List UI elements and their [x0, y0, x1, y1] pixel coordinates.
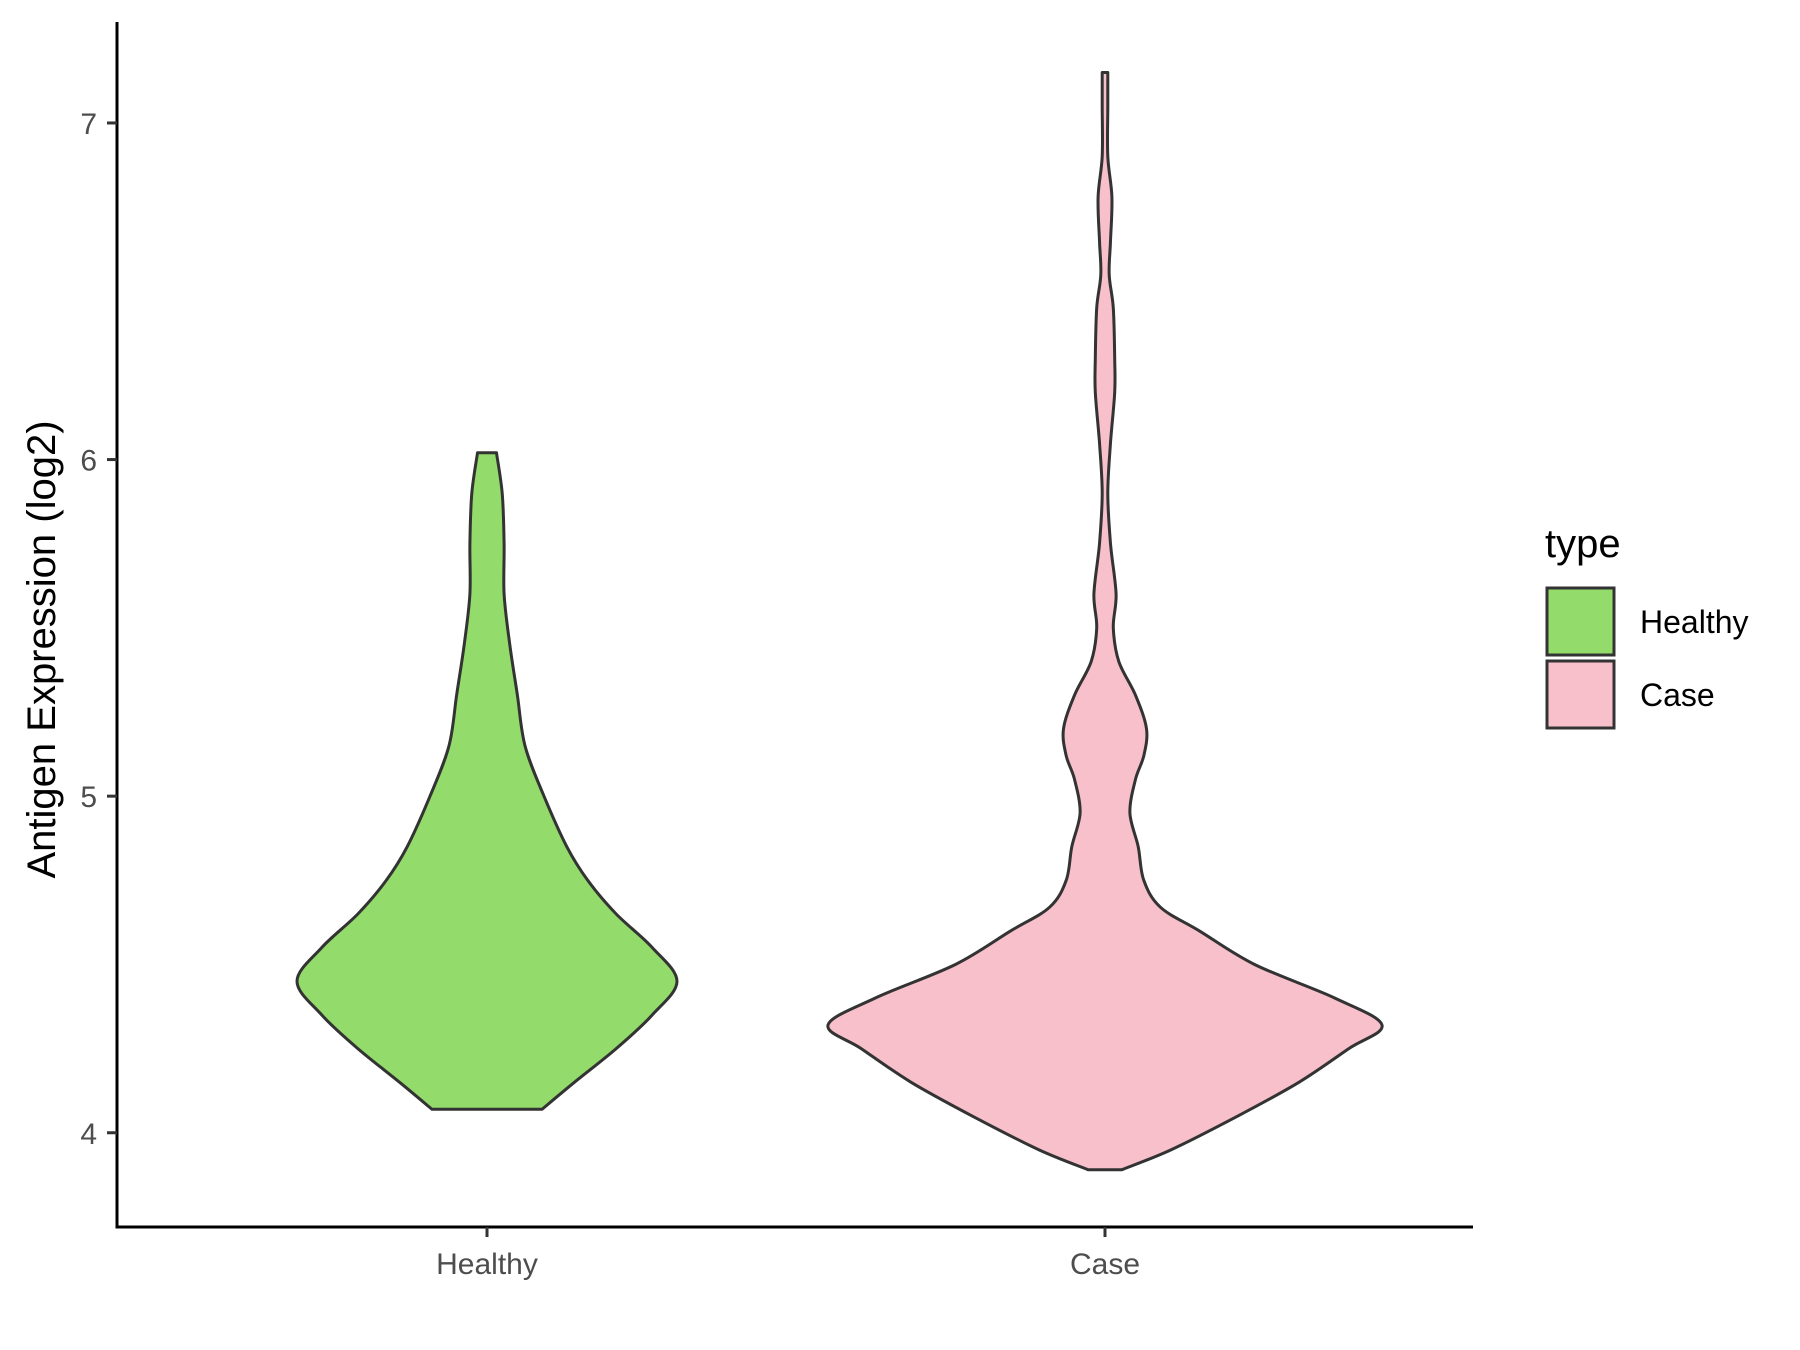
violin-healthy	[295, 451, 679, 1111]
legend-key-healthy	[1545, 586, 1616, 657]
y-tick-label: 4	[80, 1118, 97, 1151]
y-tick-label: 6	[80, 445, 97, 478]
legend-label-case: Case	[1640, 677, 1715, 713]
y-axis: 4 5 6 7	[80, 22, 119, 1227]
x-axis: Healthy Case	[115, 1225, 1473, 1281]
violins-layer	[295, 71, 1384, 1172]
x-tick-label: Healthy	[436, 1248, 538, 1281]
y-tick-label: 5	[80, 781, 97, 814]
legend-label-healthy: Healthy	[1640, 604, 1749, 640]
legend-key-case	[1545, 659, 1616, 730]
x-tick-label: Case	[1070, 1248, 1140, 1281]
legend-title: type	[1545, 522, 1621, 566]
violin-case	[826, 71, 1384, 1172]
legend: type Healthy Case	[1545, 522, 1749, 730]
y-tick-label: 7	[80, 108, 97, 141]
y-axis-title: Antigen Expression (log2)	[20, 420, 64, 878]
